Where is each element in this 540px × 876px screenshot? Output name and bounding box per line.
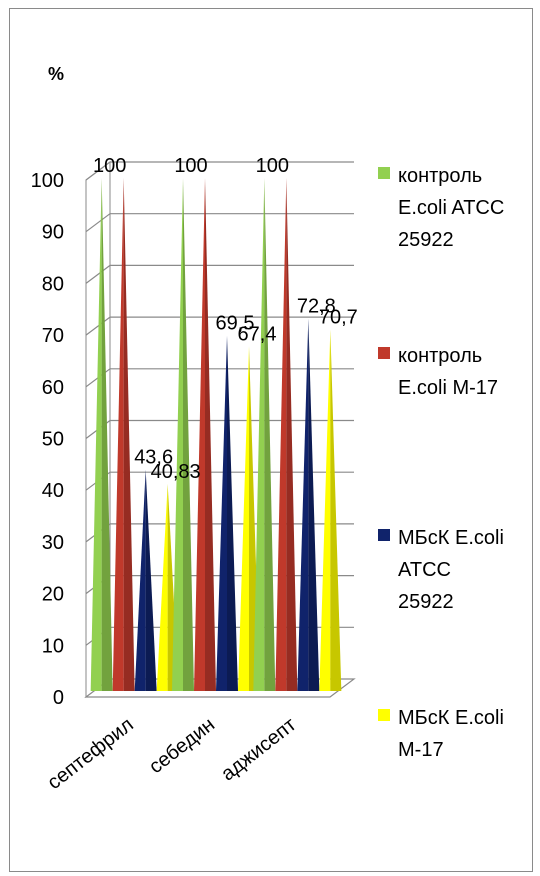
legend-swatch	[378, 529, 390, 541]
data-label: 40,83	[151, 461, 201, 483]
cone-bar-shade	[183, 178, 194, 691]
legend-entry-label: M-17	[398, 739, 444, 761]
legend-entry-label: E.coli ATCC	[398, 197, 504, 219]
y-tick-label: 60	[42, 377, 64, 399]
legend-entry-label: контроль	[398, 165, 482, 187]
legend-entry-label: контроль	[398, 345, 482, 367]
y-tick-label: 50	[42, 429, 64, 451]
y-tick-label: 90	[42, 222, 64, 244]
cone-bar	[172, 178, 183, 691]
cone-bar	[156, 483, 168, 691]
gridline	[85, 316, 354, 336]
data-label: 72,8	[297, 296, 336, 318]
cone-bar-shade	[123, 178, 135, 691]
data-label: 100	[93, 155, 126, 177]
gridline	[85, 264, 354, 284]
cone-bar-shade	[227, 335, 238, 691]
legend-swatch	[378, 167, 390, 179]
gridline	[85, 471, 354, 491]
y-tick-label: 80	[42, 273, 64, 295]
cone-bar-shade	[205, 178, 216, 691]
cone-bar	[216, 335, 227, 691]
data-label: 67,4	[238, 324, 277, 346]
y-tick-label: 0	[53, 687, 64, 709]
cone-bar-shade	[330, 329, 342, 691]
legend-entry-label: 25922	[398, 591, 454, 613]
cone-bar	[238, 346, 249, 691]
gridline	[85, 368, 354, 388]
legend-swatch	[378, 709, 390, 721]
data-label: 70,7	[319, 306, 358, 328]
x-category-label: себедин	[145, 714, 219, 779]
y-tick-label: 100	[31, 170, 64, 192]
legend-entry-label: ATCC	[398, 559, 451, 581]
cone-bar	[319, 329, 331, 691]
gridline	[85, 419, 354, 439]
chart-frame	[9, 8, 533, 872]
x-category-label: септефрил	[43, 714, 137, 794]
data-label: 69,5	[216, 313, 255, 335]
x-category-label: аджисепт	[217, 714, 300, 786]
gridline	[85, 161, 354, 181]
cone-bar	[297, 318, 309, 691]
cone-bar-shade	[286, 178, 298, 691]
cone-bar-shade	[264, 178, 276, 691]
legend-swatch	[378, 347, 390, 359]
cone-bar	[90, 178, 102, 691]
legend-entry-label: 25922	[398, 229, 454, 251]
data-label: 43,6	[134, 447, 173, 469]
y-tick-label: 10	[42, 635, 64, 657]
unit-label: %	[48, 64, 64, 84]
cone-bar	[194, 178, 205, 691]
legend-entry-label: МБсК E.coli	[398, 527, 504, 549]
y-tick-label: 40	[42, 480, 64, 502]
legend-entry-label: E.coli M-17	[398, 377, 498, 399]
cone-bar	[275, 178, 287, 691]
cone-bar-shade	[308, 318, 320, 691]
gridline	[85, 213, 354, 233]
cone-bar	[134, 469, 146, 691]
data-label: 100	[174, 155, 207, 177]
cone-bar-shade	[145, 469, 157, 691]
legend-entry-label: МБсК E.coli	[398, 707, 504, 729]
y-tick-label: 20	[42, 584, 64, 606]
y-tick-label: 30	[42, 532, 64, 554]
y-tick-label: 70	[42, 325, 64, 347]
data-label: 100	[256, 155, 289, 177]
cone-bar-shade	[101, 178, 113, 691]
cone-bar	[253, 178, 265, 691]
cone-bar	[112, 178, 124, 691]
